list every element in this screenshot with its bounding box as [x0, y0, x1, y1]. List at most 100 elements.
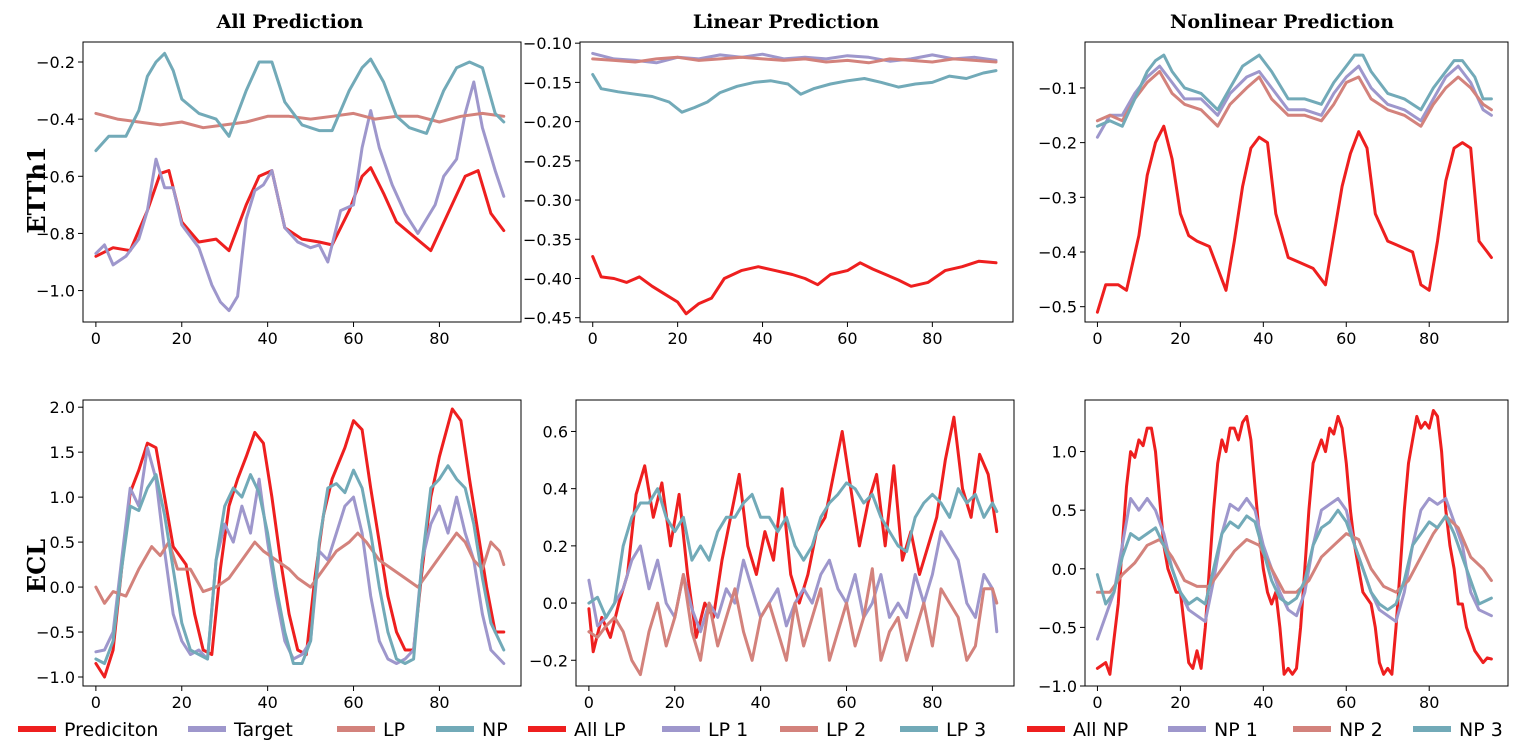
- legend-label-prediciton: Prediciton: [64, 719, 158, 741]
- ecl-linear-xtick-label: 80: [922, 693, 942, 712]
- ecl-linear-xtick-label: 40: [750, 693, 770, 712]
- etth1-all-series-prediciton: [94, 166, 506, 258]
- legend-label-lp-1: LP 1: [708, 719, 748, 741]
- etth1-nonlinear-ytick-label: −0.4: [1038, 243, 1077, 262]
- ecl-nonlinear-ytick-label: −1.0: [1038, 677, 1077, 696]
- etth1-nonlinear-xtick-label: 80: [1419, 329, 1439, 348]
- ecl-all-ytick-label: 1.0: [50, 488, 75, 507]
- etth1-nonlinear-xtick-label: 40: [1253, 329, 1273, 348]
- etth1-nonlinear-xtick-label: 20: [1170, 329, 1190, 348]
- ecl-all-xtick-label: 20: [172, 693, 192, 712]
- legend-label-np-2: NP 2: [1339, 719, 1383, 741]
- row-label-ecl: ECL: [22, 539, 51, 593]
- etth1-linear-ytick-label: −0.20: [523, 113, 572, 132]
- etth1-all-ytick-label: −0.4: [36, 110, 75, 129]
- etth1-linear-series-lp-1: [591, 51, 998, 65]
- ecl-nonlinear-axes-frame: [1084, 399, 1509, 687]
- ecl-all-ytick-label: 2.0: [50, 398, 75, 417]
- chart-ecl-linear-prediction: 0 20 40 60 80 −0.2 0.0 0.2 0.4 0.6: [529, 399, 1015, 712]
- etth1-linear-ytick-label: −0.15: [523, 73, 572, 92]
- ecl-all-ytick-label: −1.0: [36, 668, 75, 687]
- etth1-linear-series-lp-2: [591, 55, 998, 65]
- ecl-all-xtick-label: 80: [429, 693, 449, 712]
- ecl-all-axes-frame: [82, 399, 522, 687]
- legend-label-lp: LP: [383, 719, 405, 741]
- legend-label-target: Target: [233, 719, 293, 741]
- etth1-nonlinear-xtick-label: 0: [1092, 329, 1102, 348]
- column-title-all-prediction: All Prediction: [216, 11, 364, 33]
- legend-label-np-3: NP 3: [1459, 719, 1503, 741]
- ecl-linear-ytick-label: −0.2: [529, 651, 568, 670]
- ecl-nonlinear-xtick-label: 0: [1092, 693, 1102, 712]
- ecl-linear-series-lp-3: [587, 481, 999, 619]
- ecl-all-xtick-label: 40: [257, 693, 277, 712]
- ecl-all-series-prediciton: [94, 407, 506, 679]
- etth1-linear-ytick-label: −0.10: [523, 34, 572, 53]
- ecl-nonlinear-ytick-label: 1.0: [1052, 443, 1077, 462]
- ecl-all-series-lp: [94, 531, 506, 605]
- etth1-nonlinear-xtick-label: 60: [1336, 329, 1356, 348]
- ecl-all-ytick-label: 1.5: [50, 443, 75, 462]
- ecl-nonlinear-xtick-label: 60: [1336, 693, 1356, 712]
- etth1-all-xtick-label: 80: [429, 329, 449, 348]
- row-label-etth1: ETTh1: [22, 146, 51, 233]
- ecl-linear-xtick-label: 20: [665, 693, 685, 712]
- ecl-all-ytick-label: 0.0: [50, 578, 75, 597]
- ecl-nonlinear-xtick-label: 80: [1419, 693, 1439, 712]
- ecl-linear-series-all-lp: [587, 415, 999, 654]
- etth1-linear-ytick-label: −0.45: [523, 309, 572, 328]
- etth1-nonlinear-ytick-label: −0.5: [1038, 298, 1077, 317]
- etth1-linear-xtick-label: 80: [922, 329, 942, 348]
- ecl-linear-ytick-label: 0.0: [543, 594, 568, 613]
- etth1-all-xtick-label: 40: [257, 329, 277, 348]
- chart-etth1-nonlinear-prediction: 0 20 40 60 80 −0.5 −0.4 −0.3 −0.2 −0.1: [1038, 41, 1509, 348]
- legend-label-np: NP: [482, 719, 508, 741]
- etth1-linear-series-all-lp: [591, 255, 998, 316]
- ecl-nonlinear-ytick-label: −0.5: [1038, 618, 1077, 637]
- etth1-all-series-target: [94, 80, 506, 313]
- etth1-all-axes-frame: [82, 41, 522, 323]
- ecl-linear-ytick-label: 0.6: [543, 422, 568, 441]
- etth1-nonlinear-axes-frame: [1084, 41, 1509, 323]
- etth1-nonlinear-ytick-label: −0.2: [1038, 134, 1077, 153]
- etth1-nonlinear-series-np-1: [1095, 64, 1493, 139]
- legend-label-all-lp: All LP: [574, 719, 626, 741]
- ecl-nonlinear-ytick-label: 0.5: [1052, 501, 1077, 520]
- etth1-linear-xtick-label: 60: [837, 329, 857, 348]
- legend-linear-prediction: All LP LP 1 LP 2 LP 3: [528, 719, 986, 741]
- legend-nonlinear-prediction: All NP NP 1 NP 2 NP 3: [1027, 719, 1503, 741]
- ecl-nonlinear-xtick-label: 20: [1170, 693, 1190, 712]
- ecl-nonlinear-series-all-np: [1095, 409, 1493, 676]
- etth1-nonlinear-series-all-np: [1095, 124, 1493, 314]
- etth1-linear-ytick-label: −0.35: [523, 230, 572, 249]
- legend-label-all-np: All NP: [1073, 719, 1128, 741]
- ecl-nonlinear-ytick-label: 0.0: [1052, 560, 1077, 579]
- etth1-linear-xtick-label: 40: [752, 329, 772, 348]
- etth1-linear-xtick-label: 0: [588, 329, 598, 348]
- etth1-nonlinear-ytick-label: −0.3: [1038, 188, 1077, 207]
- legend-label-np-1: NP 1: [1214, 719, 1258, 741]
- etth1-all-series-lp: [94, 111, 506, 130]
- chart-ecl-all-prediction: 0 20 40 60 80 −1.0 −0.5 0.0 0.5 1.0 1.5 2.0: [36, 398, 522, 712]
- etth1-nonlinear-series-np-2: [1095, 70, 1493, 128]
- etth1-linear-ytick-label: −0.30: [523, 191, 572, 210]
- etth1-all-ytick-label: −0.2: [36, 53, 75, 72]
- column-title-linear-prediction: Linear Prediction: [693, 11, 880, 33]
- ecl-linear-ytick-label: 0.2: [543, 537, 568, 556]
- ecl-nonlinear-series-np-3: [1095, 508, 1493, 612]
- etth1-linear-xtick-label: 20: [667, 329, 687, 348]
- etth1-all-ytick-label: −1.0: [36, 282, 75, 301]
- ecl-linear-axes-frame: [575, 399, 1015, 687]
- ecl-linear-series-lp-2: [587, 567, 999, 677]
- chart-ecl-nonlinear-prediction: 0 20 40 60 80 −1.0 −0.5 0.0 0.5 1.0: [1038, 399, 1509, 712]
- etth1-all-xtick-label: 20: [172, 329, 192, 348]
- ecl-all-series-np: [94, 464, 506, 665]
- etth1-all-ytick-label: −0.8: [36, 224, 75, 243]
- ecl-nonlinear-series-np-1: [1095, 497, 1493, 641]
- ecl-all-series-target: [94, 446, 506, 665]
- ecl-linear-xtick-label: 60: [836, 693, 856, 712]
- etth1-all-xtick-label: 0: [91, 329, 101, 348]
- etth1-all-ytick-label: −0.6: [36, 167, 75, 186]
- column-title-nonlinear-prediction: Nonlinear Prediction: [1170, 11, 1394, 33]
